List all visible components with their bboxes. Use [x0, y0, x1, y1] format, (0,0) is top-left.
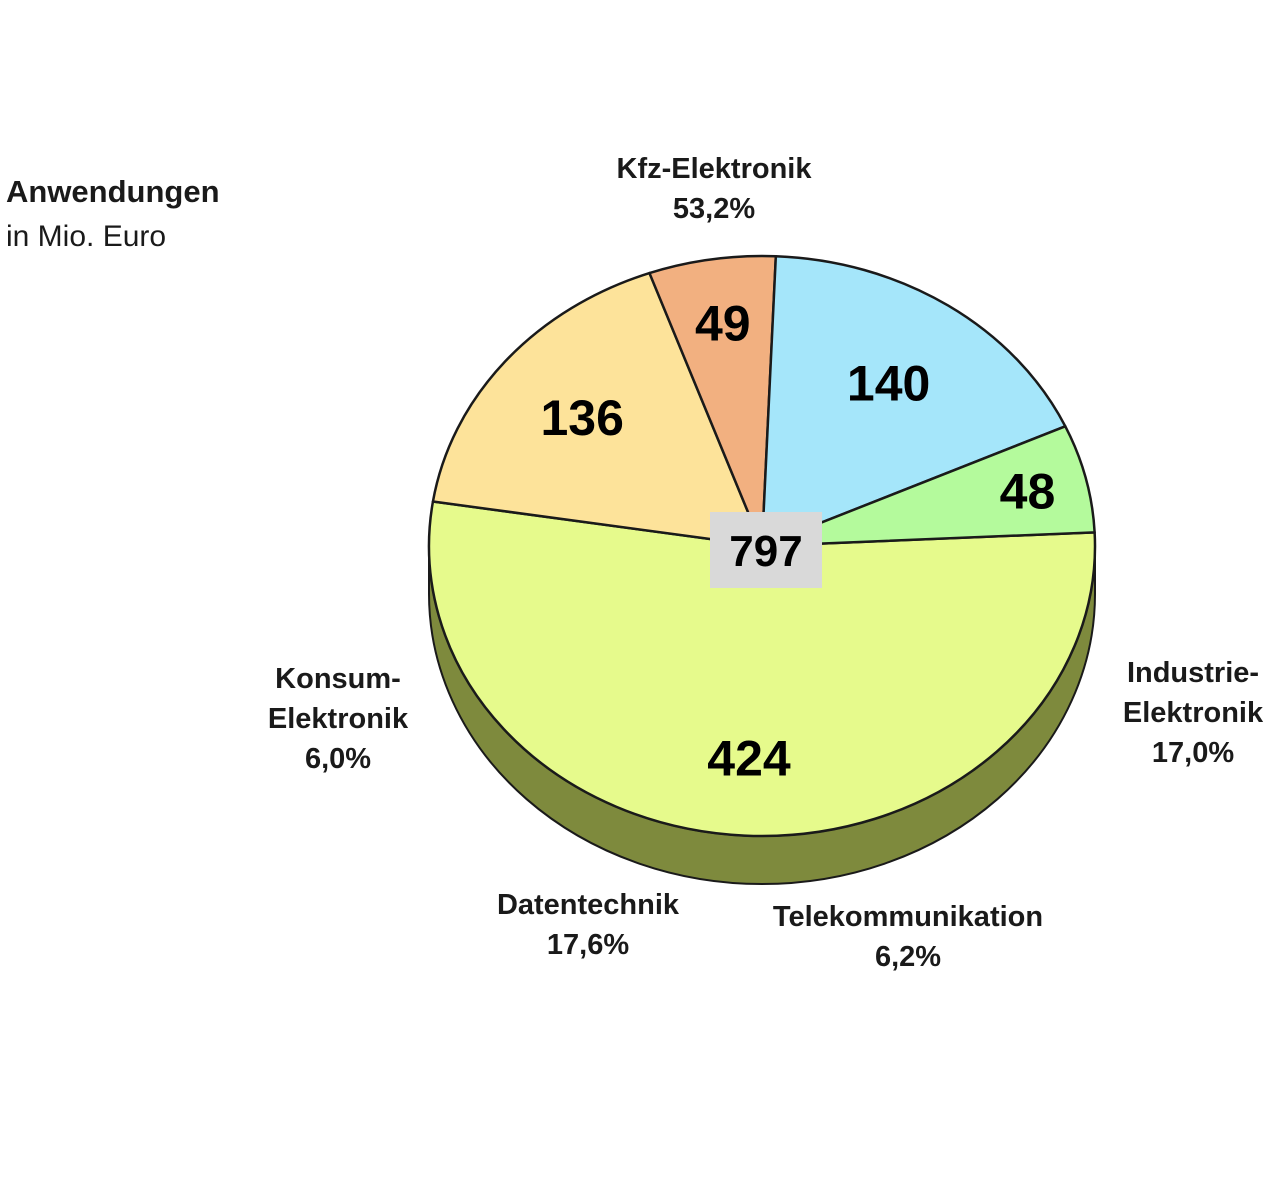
slice-value-industrie-elektronik: 136 [541, 390, 624, 446]
slice-percent-datentechnik: 17,6% [547, 929, 629, 961]
slice-value-telekommunikation: 49 [695, 295, 751, 351]
slice-kfz-elektronik [427, 500, 1097, 838]
slice-label-konsum-elektronik: Elektronik [268, 703, 409, 735]
total-box [710, 512, 822, 588]
slice-value-datentechnik: 140 [847, 356, 930, 412]
slice-percent-kfz-elektronik: 53,2% [673, 193, 755, 225]
slice-value-kfz-elektronik: 424 [707, 730, 791, 786]
slice-label-telekommunikation: Telekommunikation [773, 901, 1043, 933]
slice-label-datentechnik: Datentechnik [497, 889, 680, 921]
slice-value-konsum-elektronik: 48 [1000, 463, 1056, 519]
slice-datentechnik [760, 255, 1067, 548]
slice-label-industrie-elektronik: Industrie- [1127, 657, 1259, 689]
slice-telekommunikation [648, 254, 778, 548]
total-value: 797 [729, 527, 802, 576]
chart-title: Anwendungen [6, 174, 220, 209]
slice-label-kfz-elektronik: Kfz-Elektronik [617, 153, 813, 185]
slice-label-industrie-elektronik: Elektronik [1123, 697, 1264, 729]
chart-subtitle: in Mio. Euro [6, 220, 166, 253]
slice-industrie-elektronik [431, 271, 764, 548]
slice-percent-telekommunikation: 6,2% [875, 941, 941, 973]
slice-percent-industrie-elektronik: 17,0% [1152, 737, 1234, 769]
slice-label-konsum-elektronik: Konsum- [275, 663, 401, 695]
pie-slices [427, 254, 1097, 838]
slice-values: 424 136 49 140 48 [541, 295, 1056, 786]
slice-konsum-elektronik [760, 425, 1096, 548]
slice-labels: Kfz-Elektronik 53,2% Industrie- Elektronik 1… [268, 153, 1264, 973]
slice-percent-konsum-elektronik: 6,0% [305, 743, 371, 775]
